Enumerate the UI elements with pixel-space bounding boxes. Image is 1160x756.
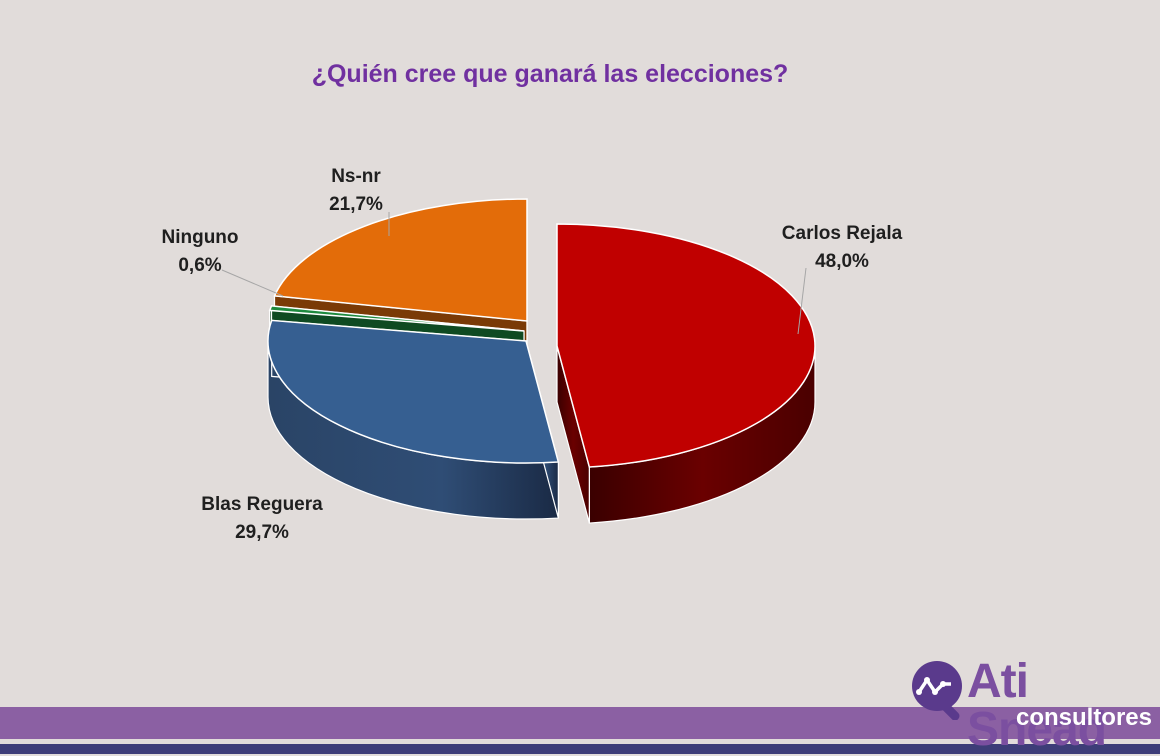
logo-subtitle: consultores [1015, 704, 1152, 731]
logo-chart-icon [912, 661, 962, 720]
slice-label-value: 48,0% [815, 251, 869, 272]
brand-logo: Ati Snead consultores [905, 656, 1160, 754]
slice-top-face [556, 223, 816, 468]
pie-chart: Carlos Rejala 48,0% Blas Reguera 29,7% Ningu… [161, 166, 903, 543]
label-leader-line [221, 269, 284, 297]
pie-slice-carlos-rejala [556, 223, 816, 524]
slice-label-value: 29,7% [235, 522, 289, 543]
slice-top-face [273, 198, 528, 322]
label-leader-line [797, 267, 807, 335]
pie-slice-blas-reguera [267, 319, 560, 520]
slice-label-name: Ns-nr [331, 166, 381, 187]
slice-top-face [267, 319, 560, 464]
footer-band-purple [0, 707, 1160, 739]
slice-label-value: 21,7% [329, 194, 383, 215]
slice-label-value: 0,6% [178, 255, 221, 276]
logo-wordmark: Ati Snead [967, 655, 1107, 756]
slice-top-face [268, 305, 525, 332]
slice-label-name: Blas Reguera [201, 494, 323, 515]
footer-band-navy [0, 744, 1160, 754]
chart-title: ¿Quién cree que ganará las elecciones? [311, 60, 789, 88]
slice-label-name: Ninguno [161, 227, 238, 248]
slice-label-name: Carlos Rejala [782, 223, 903, 244]
